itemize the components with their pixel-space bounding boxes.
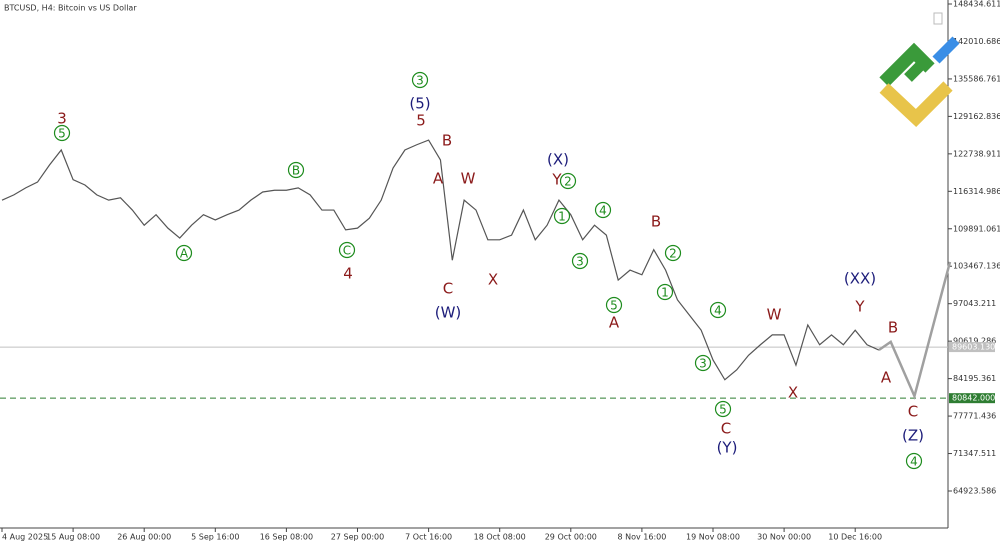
wave-label: X — [788, 384, 798, 402]
wave-label: (X) — [547, 151, 569, 169]
wave-label: X — [488, 271, 498, 289]
y-tick-label: 103467.136 — [953, 262, 1000, 271]
y-tick-label: 135586.761 — [953, 74, 1000, 83]
x-tick-label: 18 Oct 08:00 — [474, 533, 526, 542]
price-line — [1, 139, 880, 381]
wave-label: C — [443, 280, 453, 298]
x-tick-label: 15 Aug 08:00 — [46, 533, 100, 542]
wave-label: A — [609, 314, 620, 332]
y-tick-label: 84195.361 — [953, 374, 996, 383]
wave-label: W — [461, 170, 476, 188]
x-tick-label: 26 Aug 00:00 — [117, 533, 171, 542]
y-tick-label: 129162.836 — [953, 112, 1000, 121]
wave-circle — [553, 207, 571, 225]
wave-label: A — [180, 247, 189, 261]
wave-circle — [694, 354, 712, 372]
wave-label: B — [888, 319, 898, 337]
wave-label: C — [908, 403, 918, 421]
price-level-label: 89603.130 — [952, 343, 995, 352]
wave-circle — [571, 252, 589, 270]
wave-label: 4 — [599, 204, 607, 218]
wave-circle — [53, 124, 71, 142]
wave-label: (5) — [409, 95, 430, 113]
y-tick-label: 148434.611 — [953, 0, 1000, 9]
x-tick-label: 30 Nov 00:00 — [757, 533, 811, 542]
wave-label: B — [292, 164, 300, 178]
wave-label: 3 — [57, 110, 67, 128]
wave-label: 1 — [558, 210, 566, 224]
logo — [879, 36, 960, 128]
x-tick-label: 8 Nov 16:00 — [617, 533, 666, 542]
wave-circle — [411, 71, 429, 89]
wave-label: A — [881, 369, 892, 387]
wave-label: 5 — [719, 403, 727, 417]
wave-label: 4 — [343, 265, 353, 283]
wave-circle — [559, 172, 577, 190]
price-level-label: 80842.000 — [952, 394, 995, 403]
price-level-box — [949, 342, 995, 353]
wave-label: 5 — [610, 299, 618, 313]
wave-label: 4 — [714, 304, 722, 318]
logo-blue — [932, 36, 960, 64]
wave-label: 5 — [416, 112, 426, 130]
wave-circle — [287, 161, 305, 179]
wave-label: 3 — [576, 255, 584, 269]
y-tick-label: 77771.436 — [953, 412, 996, 421]
wave-circle — [175, 244, 193, 262]
logo-green-inner — [904, 54, 932, 82]
wave-label: A — [433, 170, 444, 188]
wave-label: 3 — [416, 74, 424, 88]
y-tick-label: 71347.511 — [953, 449, 996, 458]
y-tick-label: 64923.586 — [953, 487, 996, 496]
wave-label: B — [442, 132, 452, 150]
logo-yellow — [879, 81, 953, 128]
x-tick-label: 10 Dec 16:00 — [828, 533, 882, 542]
wave-label: (Y) — [717, 439, 738, 457]
wave-circle — [605, 296, 623, 314]
wave-circle — [709, 301, 727, 319]
x-tick-label: 29 Oct 00:00 — [545, 533, 597, 542]
wave-label: 2 — [669, 247, 677, 261]
y-tick-label: 90619.286 — [953, 337, 996, 346]
wave-label: C — [343, 244, 351, 258]
x-tick-label: 19 Nov 08:00 — [686, 533, 740, 542]
y-tick-label: 116314.986 — [953, 187, 1000, 196]
wave-label: 3 — [699, 357, 707, 371]
wave-circle — [594, 201, 612, 219]
projection-line — [878, 261, 952, 400]
x-tick-label: 16 Sep 08:00 — [260, 533, 313, 542]
wave-label: (XX) — [844, 270, 876, 288]
wave-label: C — [721, 420, 731, 438]
wave-label: W — [767, 306, 782, 324]
wave-circle — [714, 400, 732, 418]
wave-label: Y — [551, 171, 562, 189]
panel-icon — [933, 12, 943, 25]
x-tick-label: 27 Sep 00:00 — [331, 533, 384, 542]
wave-label: 1 — [661, 286, 669, 300]
wave-label: B — [651, 213, 661, 231]
wave-label: 2 — [564, 175, 572, 189]
wave-circle — [664, 244, 682, 262]
wave-label: Y — [854, 298, 865, 316]
wave-label: (Z) — [902, 427, 924, 445]
y-tick-label: 142010.686 — [953, 37, 1000, 46]
wave-label: 4 — [910, 455, 918, 469]
y-tick-label: 122738.911 — [953, 149, 1000, 158]
chart-title: BTCUSD, H4: Bitcoin vs US Dollar — [4, 4, 137, 13]
wave-label: (W) — [435, 304, 462, 322]
y-tick-label: 109891.061 — [953, 224, 1000, 233]
wave-circle — [656, 283, 674, 301]
wave-label: 5 — [58, 127, 66, 141]
y-tick-label: 97043.211 — [953, 299, 996, 308]
x-tick-label: 4 Aug 2025 — [2, 533, 48, 542]
x-tick-label: 7 Oct 16:00 — [405, 533, 452, 542]
x-tick-label: 5 Sep 16:00 — [191, 533, 239, 542]
wave-circle — [905, 452, 923, 470]
price-level-box — [949, 393, 995, 404]
wave-circle — [338, 241, 356, 259]
